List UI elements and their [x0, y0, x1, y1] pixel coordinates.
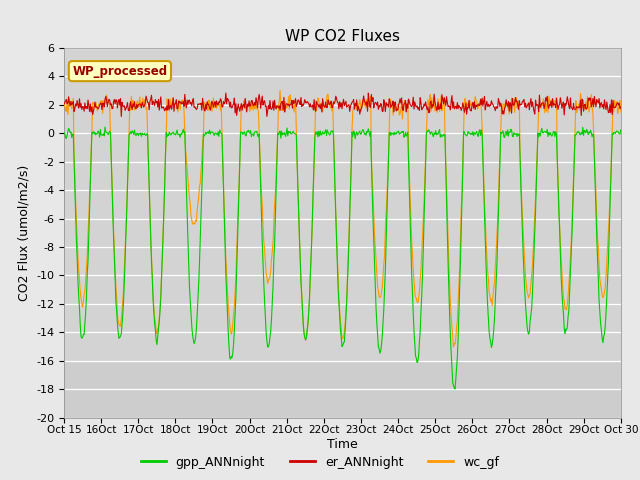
er_ANNnight [131, 99, 138, 105]
gpp_ANNnight [292, 131, 300, 137]
wc_gf [292, 95, 300, 101]
wc_gf [60, 100, 68, 106]
Text: WP_processed: WP_processed [72, 65, 168, 78]
er_ANNnight [60, 101, 68, 107]
er_ANNnight [222, 90, 230, 96]
er_ANNnight [118, 114, 125, 120]
wc_gf [130, 100, 138, 106]
Line: er_ANNnight: er_ANNnight [64, 93, 640, 117]
gpp_ANNnight [423, 128, 431, 134]
wc_gf [458, 207, 465, 213]
wc_gf [268, 249, 276, 254]
wc_gf [276, 87, 284, 93]
Title: WP CO2 Fluxes: WP CO2 Fluxes [285, 29, 400, 44]
Y-axis label: CO2 Flux (umol/m2/s): CO2 Flux (umol/m2/s) [17, 165, 31, 301]
er_ANNnight [270, 108, 278, 113]
Legend: gpp_ANNnight, er_ANNnight, wc_gf: gpp_ANNnight, er_ANNnight, wc_gf [136, 451, 504, 474]
gpp_ANNnight [269, 283, 277, 288]
X-axis label: Time: Time [327, 438, 358, 451]
Bar [64, 361, 621, 418]
wc_gf [450, 344, 458, 350]
gpp_ANNnight [451, 386, 459, 392]
Line: wc_gf: wc_gf [64, 90, 640, 347]
er_ANNnight [292, 104, 300, 109]
gpp_ANNnight [101, 124, 109, 130]
er_ANNnight [241, 105, 248, 110]
wc_gf [423, 111, 431, 117]
Line: gpp_ANNnight: gpp_ANNnight [64, 127, 640, 389]
gpp_ANNnight [458, 228, 465, 233]
er_ANNnight [458, 108, 465, 113]
er_ANNnight [424, 104, 432, 110]
wc_gf [239, 104, 246, 110]
gpp_ANNnight [240, 130, 248, 135]
gpp_ANNnight [60, 130, 68, 136]
gpp_ANNnight [131, 127, 138, 133]
